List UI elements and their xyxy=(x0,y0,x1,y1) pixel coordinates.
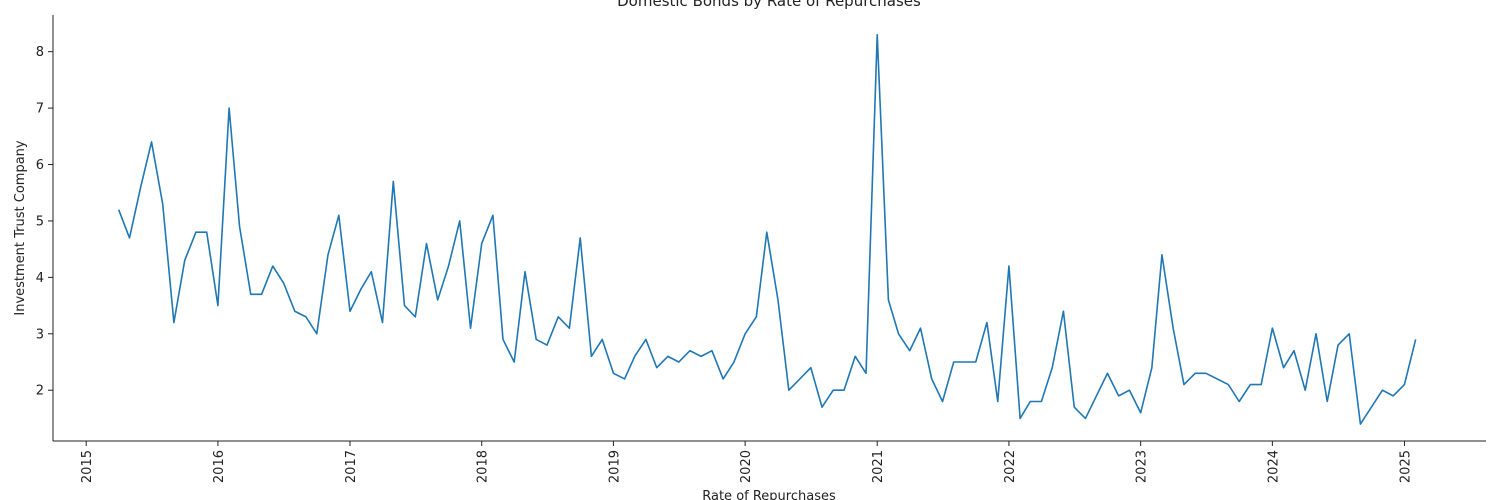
x-tick-label: 2022 xyxy=(1003,450,1018,483)
x-tick-label: 2023 xyxy=(1135,450,1150,483)
y-tick-label: 5 xyxy=(36,214,44,229)
chart-title: Domestic Bonds by Rate of Repurchases xyxy=(617,0,921,10)
x-tick-label: 2017 xyxy=(344,450,359,483)
y-axis-ticks: 2 3 4 5 6 7 8 xyxy=(36,45,53,399)
x-axis-title: Rate of Repurchases xyxy=(702,489,836,500)
series-line xyxy=(117,33,1417,425)
x-tick-label: 2020 xyxy=(739,450,754,483)
y-tick-label: 7 xyxy=(36,102,44,117)
x-tick-label: 2018 xyxy=(476,450,491,483)
x-tick-label: 2025 xyxy=(1398,450,1413,483)
y-tick-label: 6 xyxy=(36,158,44,173)
y-axis-title: Investment Trust Company xyxy=(13,140,28,316)
y-tick-label: 2 xyxy=(36,384,44,399)
x-tick-label: 2019 xyxy=(607,450,622,483)
y-tick-label: 8 xyxy=(36,45,44,60)
x-axis-ticks: 2015 2016 2017 2018 2019 2020 2021 2022 2023 2024… xyxy=(80,441,1413,483)
x-tick-label: 2021 xyxy=(871,450,886,483)
x-tick-label: 2016 xyxy=(212,450,227,483)
y-tick-label: 3 xyxy=(36,327,44,342)
x-tick-label: 2024 xyxy=(1266,450,1281,483)
y-tick-label: 4 xyxy=(36,271,44,286)
x-tick-label: 2015 xyxy=(80,450,95,483)
